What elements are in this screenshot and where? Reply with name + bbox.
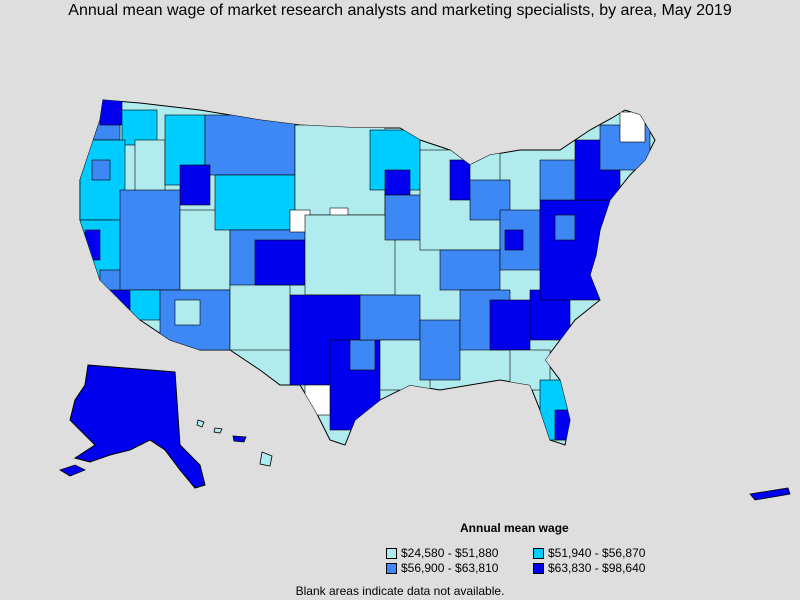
legend-item-bin-4: $63,830 - $98,640 — [533, 561, 645, 575]
legend-title: Annual mean wage — [460, 521, 569, 535]
legend-swatch-bin-2 — [533, 547, 544, 559]
legend-swatch-bin-4 — [533, 562, 544, 574]
legend-item-bin-1: $24,580 - $51,880 — [386, 546, 498, 560]
alaska — [59, 364, 206, 489]
legend-label-bin-3: $56,900 - $63,810 — [401, 561, 499, 575]
legend-swatch-bin-3 — [386, 562, 397, 574]
legend-swatch-bin-1 — [386, 547, 397, 559]
contiguous-us — [79, 99, 656, 446]
puerto-rico — [749, 487, 791, 501]
legend-label-bin-4: $63,830 - $98,640 — [548, 561, 646, 575]
legend-label-bin-1: $24,580 - $51,880 — [401, 546, 499, 560]
hawaii — [196, 419, 273, 467]
legend-item-bin-3: $56,900 - $63,810 — [386, 561, 498, 575]
legend-item-bin-2: $51,940 - $56,870 — [533, 546, 645, 560]
map-title: Annual mean wage of market research anal… — [68, 2, 732, 19]
data-availability-note: Blank areas indicate data not available. — [295, 584, 505, 598]
legend-label-bin-2: $51,940 - $56,870 — [548, 546, 646, 560]
